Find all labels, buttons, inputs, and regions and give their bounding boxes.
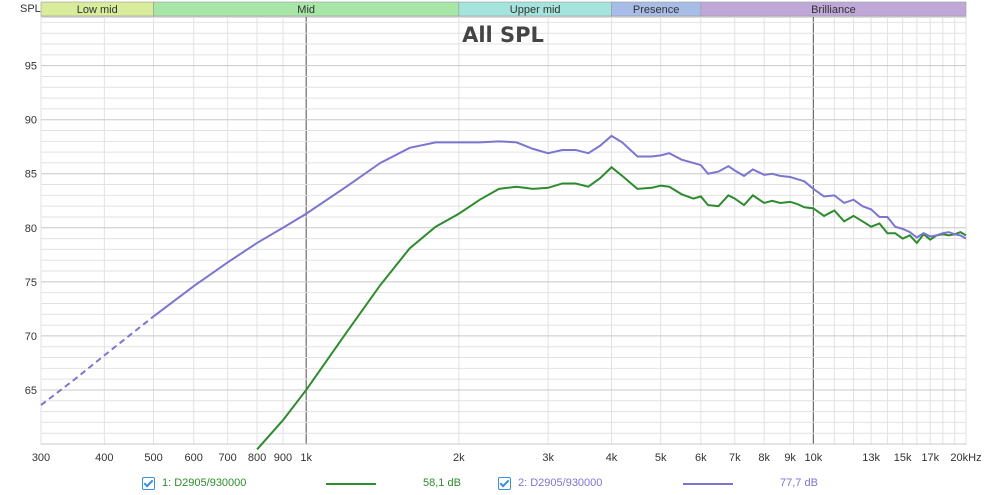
x-tick-6k: 6k bbox=[695, 452, 707, 464]
series-2-line bbox=[152, 134, 967, 318]
x-tick-300: 300 bbox=[32, 452, 50, 464]
x-tick-3k: 3k bbox=[542, 452, 554, 464]
band-4 bbox=[700, 1, 967, 17]
chart-title: All SPL bbox=[462, 23, 544, 47]
x-tick-700: 700 bbox=[218, 452, 236, 464]
chart-ticks: 300 400 500 600 700 800 900 1k 2k 3k 4k 5k 6k 7k 8k 9k 1… bbox=[25, 61, 982, 464]
band-label-2: Upper mid bbox=[510, 4, 561, 16]
y-tick-95: 95 bbox=[25, 61, 37, 73]
band-label-4: Brilliance bbox=[811, 4, 856, 16]
series-1-line bbox=[256, 165, 967, 451]
y-tick-90: 90 bbox=[25, 115, 37, 127]
x-tick-7k: 7k bbox=[729, 452, 741, 464]
x-tick-10k: 10k bbox=[804, 452, 822, 464]
series-1-label: 1: D2905/930000 bbox=[162, 477, 247, 489]
x-tick-900: 900 bbox=[274, 452, 292, 464]
y-tick-65: 65 bbox=[25, 385, 37, 397]
x-tick-4k: 4k bbox=[606, 452, 618, 464]
chart-grid bbox=[40, 16, 967, 445]
series-2-dashed-line bbox=[40, 315, 155, 406]
series-2-value: 77,7 dB bbox=[780, 477, 818, 489]
band-label-1: Mid bbox=[297, 4, 315, 16]
y-axis-label: SPL bbox=[20, 3, 41, 15]
legend: 1: D2905/930000 58,1 dB 2: D2905/930000 … bbox=[0, 470, 987, 495]
x-tick-13k: 13k bbox=[862, 452, 880, 464]
plot-area bbox=[40, 16, 967, 445]
chart-series bbox=[40, 134, 967, 451]
x-tick-17k: 17k bbox=[921, 452, 939, 464]
x-tick-8k: 8k bbox=[758, 452, 770, 464]
x-tick-500: 500 bbox=[144, 452, 162, 464]
series-2-swatch bbox=[683, 483, 733, 485]
series-1-swatch bbox=[326, 483, 376, 485]
y-tick-85: 85 bbox=[25, 169, 37, 181]
x-tick-2k: 2k bbox=[453, 452, 465, 464]
y-tick-80: 80 bbox=[25, 223, 37, 235]
x-tick-600: 600 bbox=[184, 452, 202, 464]
x-tick-5k: 5k bbox=[655, 452, 667, 464]
x-tick-400: 400 bbox=[95, 452, 113, 464]
y-tick-75: 75 bbox=[25, 277, 37, 289]
x-tick-15k: 15k bbox=[894, 452, 912, 464]
x-tick-20kHz: 20kHz bbox=[950, 452, 981, 464]
frequency-bands: Low mid Mid Upper mid Presence Brilliance bbox=[40, 1, 967, 17]
series-1-checkbox[interactable] bbox=[142, 477, 155, 490]
x-tick-800: 800 bbox=[248, 452, 266, 464]
series-1-value: 58,1 dB bbox=[423, 477, 461, 489]
y-tick-70: 70 bbox=[25, 331, 37, 343]
x-tick-1k: 1k bbox=[300, 452, 312, 464]
x-tick-9k: 9k bbox=[784, 452, 796, 464]
series-2-checkbox[interactable] bbox=[498, 477, 511, 490]
series-2-label: 2: D2905/930000 bbox=[518, 477, 603, 489]
band-label-3: Presence bbox=[633, 4, 679, 16]
band-label-0: Low mid bbox=[77, 4, 118, 16]
spl-chart: Low mid Mid Upper mid Presence Brilliance 30… bbox=[20, 1, 982, 464]
